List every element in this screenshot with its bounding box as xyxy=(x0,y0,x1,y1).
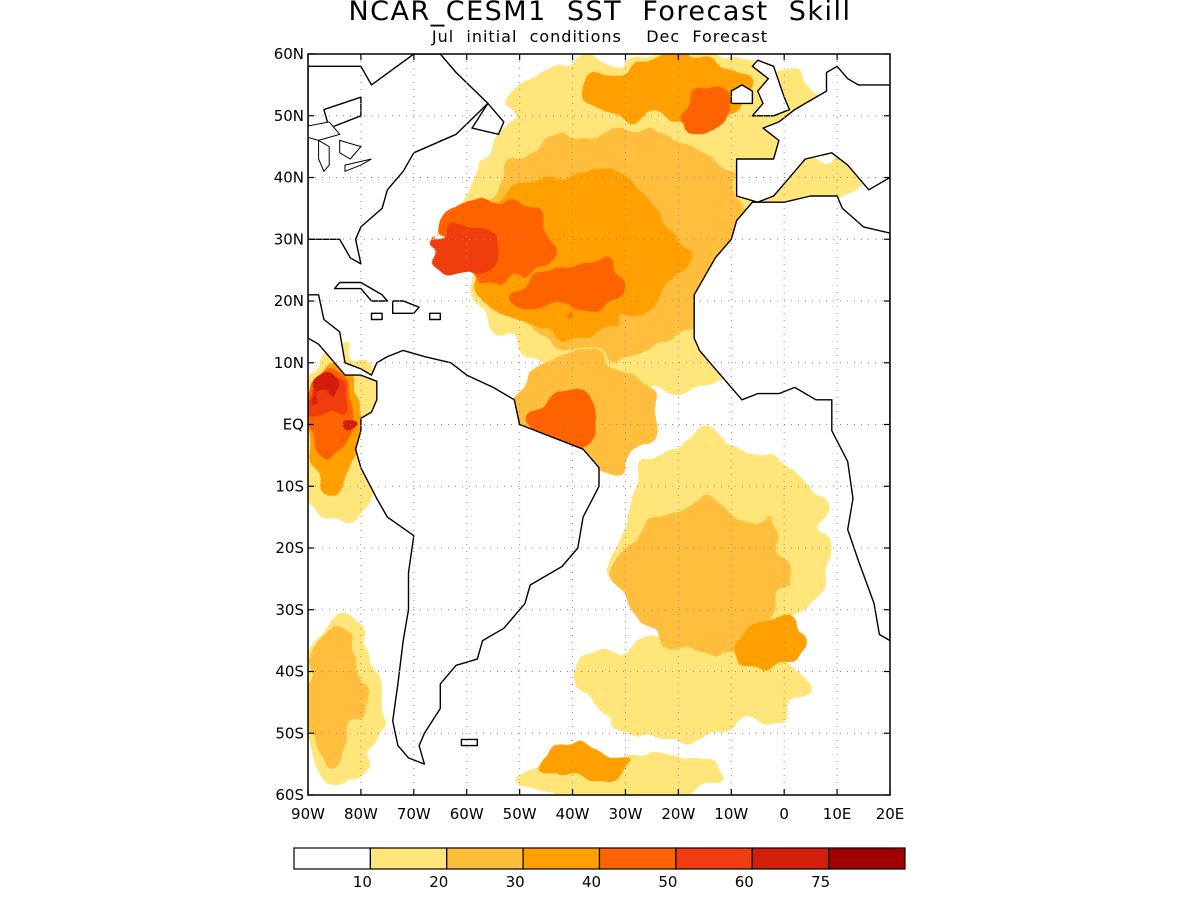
colorbar-label: 20 xyxy=(429,873,448,891)
skill-region-11 xyxy=(308,628,361,765)
skill-region-15 xyxy=(731,622,806,672)
lat-tick-label: EQ xyxy=(283,416,304,434)
lon-tick-label: 20E xyxy=(876,805,905,823)
longitude-axis: 90W 80W 70W 60W 50W 40W 30W 20W 10W 0 10E 20E xyxy=(291,54,904,823)
lake-polygon-2 xyxy=(339,139,362,160)
land-polygon-12 xyxy=(460,738,478,747)
colorbar: 10 20 30 40 50 60 75 xyxy=(293,847,906,891)
land-polygon-4 xyxy=(751,59,791,117)
skill-field xyxy=(308,23,890,795)
colorbar-label: 75 xyxy=(811,873,830,891)
lat-tick-label: 60N xyxy=(274,45,304,63)
lon-tick-label: 10W xyxy=(714,805,748,823)
lon-tick-label: 70W xyxy=(397,805,431,823)
land-polygon-7 xyxy=(333,281,389,302)
chart-title: NCAR_CESM1 SST Forecast Skill xyxy=(348,0,852,27)
land-polygon-6 xyxy=(471,102,505,136)
lat-tick-label: 20N xyxy=(274,292,304,310)
land-polygon-1 xyxy=(308,294,600,765)
lat-tick-label: 30N xyxy=(274,230,304,248)
lat-tick-label: 10S xyxy=(275,477,304,495)
land-polygon-9 xyxy=(370,312,383,321)
lat-tick-label: 10N xyxy=(274,354,304,372)
colorbar-swatch xyxy=(446,847,524,870)
skill-region-16 xyxy=(546,745,631,783)
lat-tick-label: 40S xyxy=(275,663,304,681)
skill-region-25 xyxy=(337,418,353,431)
land-polygon-8 xyxy=(392,300,420,314)
skill-region-24 xyxy=(313,375,335,400)
colorbar-swatch xyxy=(598,847,677,870)
skill-region-9 xyxy=(620,504,790,653)
lat-tick-label: 30S xyxy=(275,601,304,619)
lon-tick-label: 90W xyxy=(291,805,325,823)
skill-region-19 xyxy=(678,84,732,135)
lon-tick-label: 30W xyxy=(608,805,642,823)
colorbar-swatch xyxy=(369,847,448,870)
colorbar-swatch xyxy=(522,847,601,870)
land-polygon-10 xyxy=(429,312,441,321)
lon-tick-label: 60W xyxy=(450,805,484,823)
land-polygon-2 xyxy=(693,195,890,642)
lon-tick-label: 10E xyxy=(823,805,852,823)
lat-tick-label: 20S xyxy=(275,539,304,557)
lat-tick-label: 50N xyxy=(274,107,304,125)
lake-polygon-0 xyxy=(308,121,341,141)
colorbar-label: 10 xyxy=(353,873,372,891)
colorbar-label: 60 xyxy=(735,873,754,891)
lon-tick-label: 0 xyxy=(779,805,789,823)
land-polygon-11 xyxy=(652,23,716,35)
latitude-axis: 60N 50N 40N 30N 20N 10N EQ 10S 20S 30S 40S 50S 60S xyxy=(274,45,890,804)
lat-tick-label: 60S xyxy=(275,786,304,804)
lat-tick-label: 40N xyxy=(274,169,304,187)
lake-polygon-1 xyxy=(318,139,330,173)
land-polygon-5 xyxy=(730,84,754,105)
lon-tick-label: 20W xyxy=(661,805,695,823)
colorbar-label: 50 xyxy=(658,873,677,891)
lon-tick-label: 80W xyxy=(344,805,378,823)
lon-tick-label: 50W xyxy=(503,805,537,823)
land-polygon-3 xyxy=(735,65,890,203)
colorbar-swatch xyxy=(293,847,371,870)
colorbar-swatch xyxy=(828,847,906,870)
colorbar-label: 30 xyxy=(506,873,525,891)
lon-tick-label: 40W xyxy=(556,805,590,823)
colorbar-swatch xyxy=(751,847,830,870)
lake-polygon-3 xyxy=(344,158,372,173)
colorbar-swatch xyxy=(675,847,753,870)
colorbar-label: 40 xyxy=(582,873,601,891)
land-mask xyxy=(308,23,890,765)
skill-region-22 xyxy=(434,226,499,277)
lat-tick-label: 50S xyxy=(275,724,304,742)
chart-subtitle: Jul initial conditions Dec Forecast xyxy=(431,27,769,46)
